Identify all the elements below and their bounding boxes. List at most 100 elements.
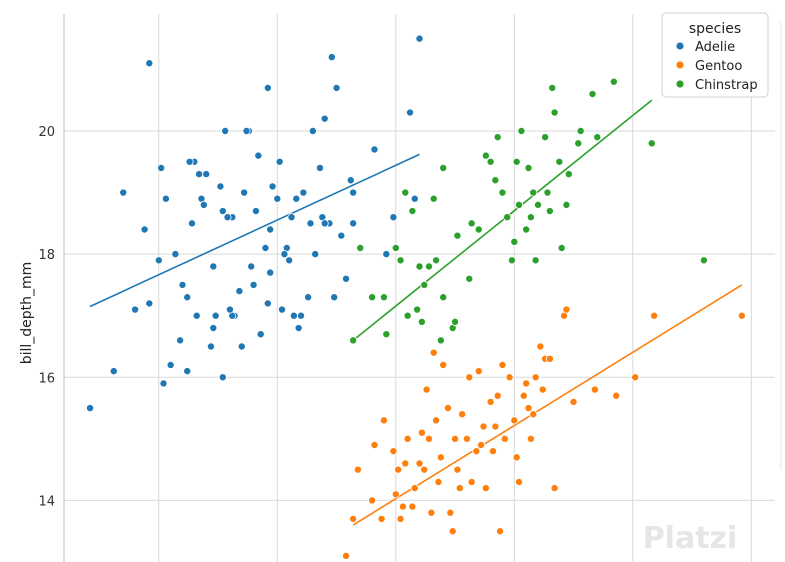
point-gentoo-61: [389, 447, 398, 456]
point-adelie-32: [261, 243, 270, 252]
point-adelie-38: [287, 213, 296, 222]
point-gentoo-12: [424, 434, 433, 443]
point-gentoo-49: [650, 311, 659, 320]
point-chinstrap-18: [486, 157, 495, 166]
point-gentoo-7: [398, 502, 407, 511]
point-gentoo-21: [458, 410, 467, 419]
point-chinstrap-44: [356, 243, 365, 252]
point-chinstrap-20: [498, 188, 507, 197]
legend-box: [661, 12, 769, 98]
point-adelie-34: [266, 268, 275, 277]
point-adelie-4: [140, 225, 149, 234]
point-gentoo-38: [526, 434, 535, 443]
point-gentoo-36: [519, 391, 528, 400]
point-gentoo-57: [524, 404, 533, 413]
point-chinstrap-27: [524, 163, 533, 172]
point-chinstrap-33: [545, 207, 554, 216]
point-adelie-31: [254, 151, 263, 160]
point-gentoo-14: [432, 416, 441, 425]
point-gentoo-44: [562, 305, 571, 314]
point-chinstrap-57: [415, 262, 424, 271]
point-gentoo-63: [462, 434, 471, 443]
point-chinstrap-39: [576, 126, 585, 135]
point-chinstrap-23: [512, 157, 521, 166]
regression-line-adelie: [89, 153, 420, 308]
point-chinstrap-48: [451, 317, 460, 326]
point-chinstrap-25: [517, 126, 526, 135]
point-adelie-14: [183, 293, 192, 302]
point-gentoo-39: [529, 410, 538, 419]
point-adelie-68: [209, 324, 218, 333]
point-adelie-57: [415, 34, 424, 43]
point-adelie-10: [157, 163, 166, 172]
point-gentoo-46: [590, 385, 599, 394]
point-gentoo-47: [612, 391, 621, 400]
point-chinstrap-5: [408, 207, 417, 216]
point-gentoo-19: [451, 434, 460, 443]
point-adelie-86: [275, 157, 284, 166]
point-adelie-77: [330, 293, 339, 302]
point-adelie-61: [223, 213, 232, 222]
legend-title: species: [689, 21, 741, 37]
point-adelie-41: [304, 293, 313, 302]
point-gentoo-32: [500, 434, 509, 443]
point-adelie-87: [320, 219, 329, 228]
legend-marker-adelie: [675, 41, 685, 51]
point-adelie-11: [178, 280, 187, 289]
point-gentoo-40: [536, 342, 545, 351]
point-chinstrap-11: [436, 336, 445, 345]
point-gentoo-6: [394, 465, 403, 474]
point-adelie-66: [159, 379, 168, 388]
point-gentoo-71: [401, 459, 410, 468]
point-chinstrap-12: [439, 293, 448, 302]
point-adelie-20: [206, 342, 215, 351]
data-points: [86, 34, 746, 560]
point-chinstrap-10: [432, 256, 441, 265]
point-gentoo-53: [455, 484, 464, 493]
legend-label-chinstrap: Chinstrap: [695, 78, 758, 93]
point-gentoo-31: [498, 360, 507, 369]
point-adelie-79: [389, 213, 398, 222]
point-adelie-48: [332, 83, 341, 92]
point-chinstrap-42: [647, 139, 656, 148]
point-gentoo-20: [453, 465, 462, 474]
point-chinstrap-52: [526, 213, 535, 222]
point-adelie-64: [268, 182, 277, 191]
point-adelie-71: [285, 256, 294, 265]
regression-line-gentoo: [352, 284, 743, 526]
point-adelie-84: [349, 188, 358, 197]
point-gentoo-58: [538, 385, 547, 394]
point-chinstrap-32: [543, 188, 552, 197]
point-gentoo-67: [550, 484, 559, 493]
y-tick-labels: 14 16 18 20: [38, 125, 55, 509]
point-gentoo-70: [422, 385, 431, 394]
point-chinstrap-31: [541, 133, 550, 142]
point-adelie-75: [256, 330, 265, 339]
grid: [64, 14, 775, 562]
point-chinstrap-58: [439, 163, 448, 172]
point-adelie-88: [185, 157, 194, 166]
point-gentoo-24: [472, 447, 481, 456]
plot-frame: [63, 14, 782, 562]
point-chinstrap-34: [550, 108, 559, 117]
point-chinstrap-8: [424, 262, 433, 271]
y-tick-label-1: 16: [38, 371, 55, 386]
point-adelie-63: [247, 262, 256, 271]
point-gentoo-59: [448, 527, 457, 536]
point-adelie-15: [187, 219, 196, 228]
point-gentoo-56: [512, 453, 521, 462]
point-chinstrap-19: [493, 133, 502, 142]
point-adelie-21: [209, 262, 218, 271]
legend: species Adelie Gentoo Chinstrap: [661, 12, 769, 98]
point-chinstrap-28: [529, 188, 538, 197]
point-gentoo-37: [522, 379, 531, 388]
point-chinstrap-30: [534, 200, 543, 209]
point-chinstrap-36: [557, 243, 566, 252]
point-adelie-45: [320, 114, 329, 123]
point-adelie-16: [192, 311, 201, 320]
point-chinstrap-3: [391, 243, 400, 252]
point-adelie-40: [299, 188, 308, 197]
point-gentoo-18: [446, 508, 455, 517]
legend-label-adelie: Adelie: [695, 40, 735, 55]
